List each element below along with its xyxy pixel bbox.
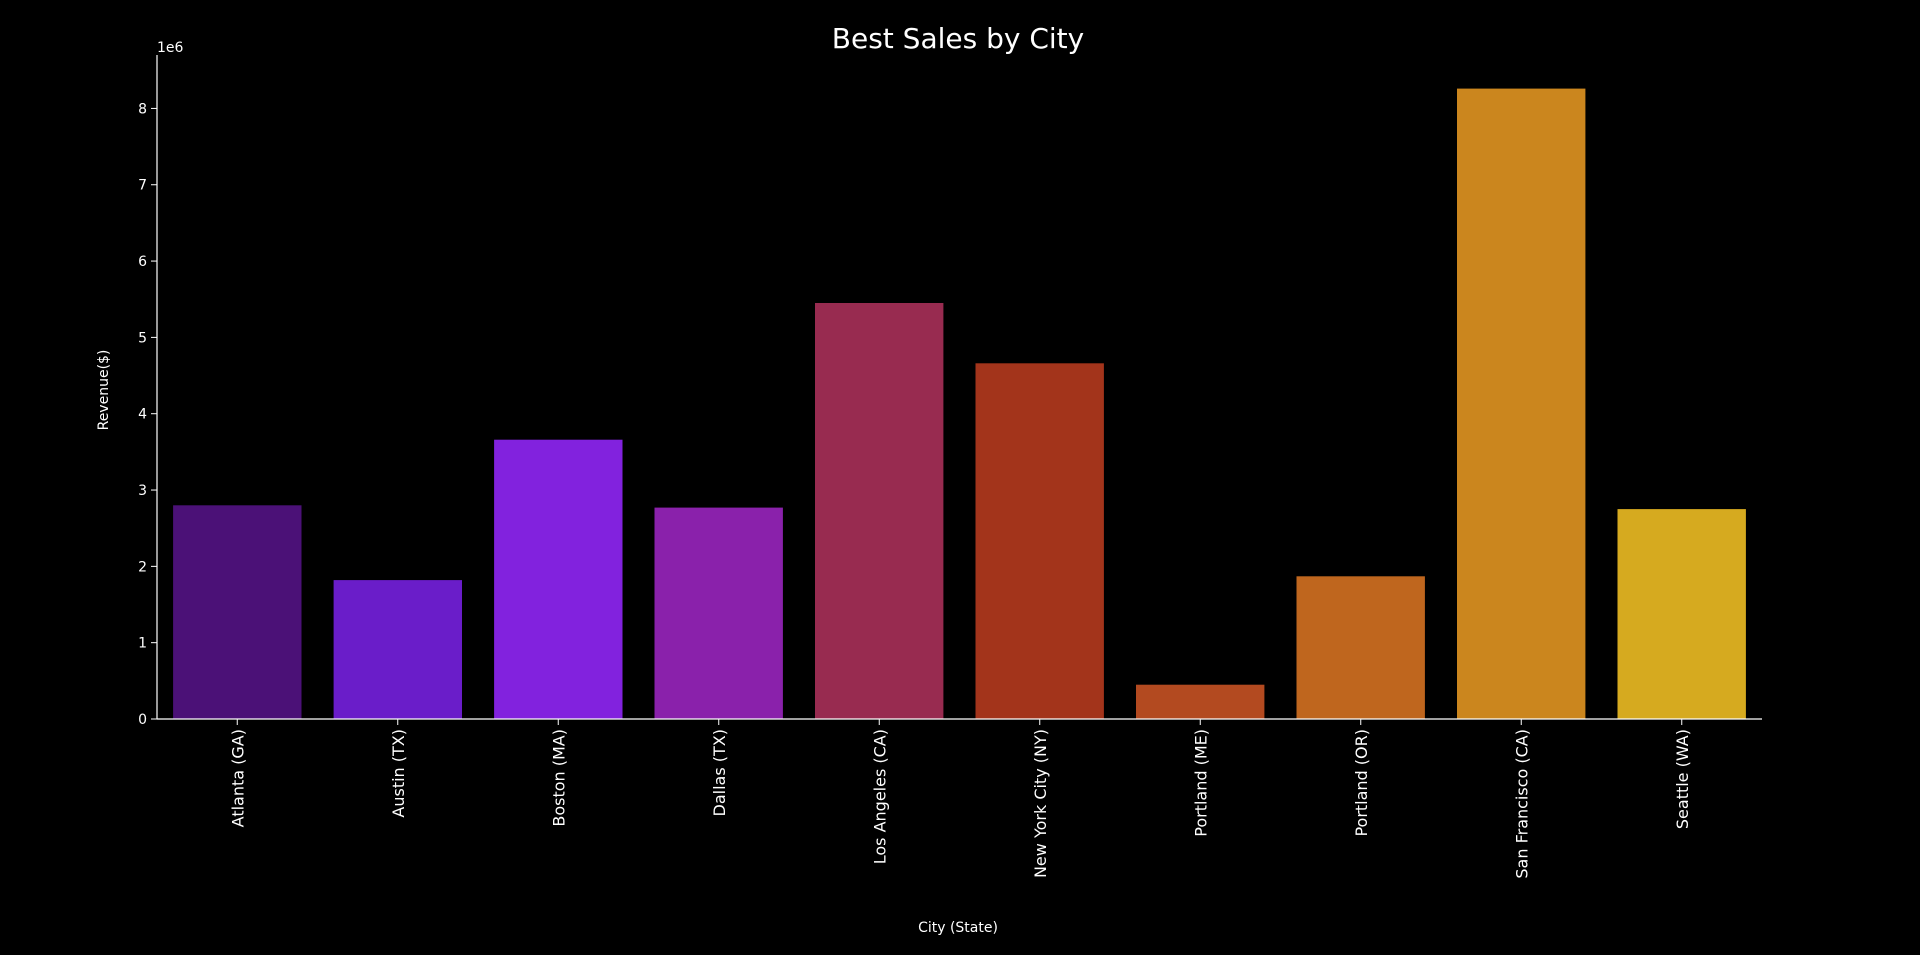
bar-0 [173,505,302,719]
x-axis-label: City (State) [918,920,998,936]
y-tick-label: 5 [138,330,147,346]
y-axis-label: Revenue($) [96,350,112,431]
bar-4 [815,303,944,719]
bar-9 [1617,509,1746,719]
x-tick-label: Austin (TX) [389,729,408,818]
y-tick-label: 2 [138,559,147,575]
y-tick-label: 3 [138,483,147,499]
bar-8 [1457,88,1586,720]
y-tick-label: 4 [138,407,147,423]
y-axis-multiplier: 1e6 [157,40,184,56]
bars-layer [173,88,1746,720]
y-ticks-layer: 0 1 2 3 4 5 6 7 8 [138,101,157,728]
x-tick-label: Seattle (WA) [1673,729,1692,829]
x-tick-label: Boston (MA) [549,729,568,827]
y-tick-label: 7 [138,178,147,194]
bar-7 [1296,576,1425,719]
y-tick-label: 8 [138,101,147,117]
bar-3 [654,507,783,719]
chart-title: Best Sales by City [832,22,1084,55]
bar-5 [975,363,1104,719]
x-tick-label: Atlanta (GA) [228,729,247,827]
x-tick-label: Portland (OR) [1352,729,1371,837]
bar-2 [494,439,623,719]
y-tick-label: 6 [138,254,147,270]
x-tick-label: San Francisco (CA) [1512,729,1531,879]
y-tick-label: 1 [138,636,147,652]
x-tick-label: Dallas (TX) [710,729,729,816]
x-ticks-layer: Atlanta (GA) Austin (TX) Boston (MA) Dallas… [228,719,1692,879]
bar-1 [333,580,462,719]
x-tick-label: New York City (NY) [1031,729,1050,878]
x-tick-label: Los Angeles (CA) [870,729,889,864]
y-tick-label: 0 [138,712,147,728]
bar-6 [1136,684,1265,719]
x-tick-label: Portland (ME) [1191,729,1210,837]
